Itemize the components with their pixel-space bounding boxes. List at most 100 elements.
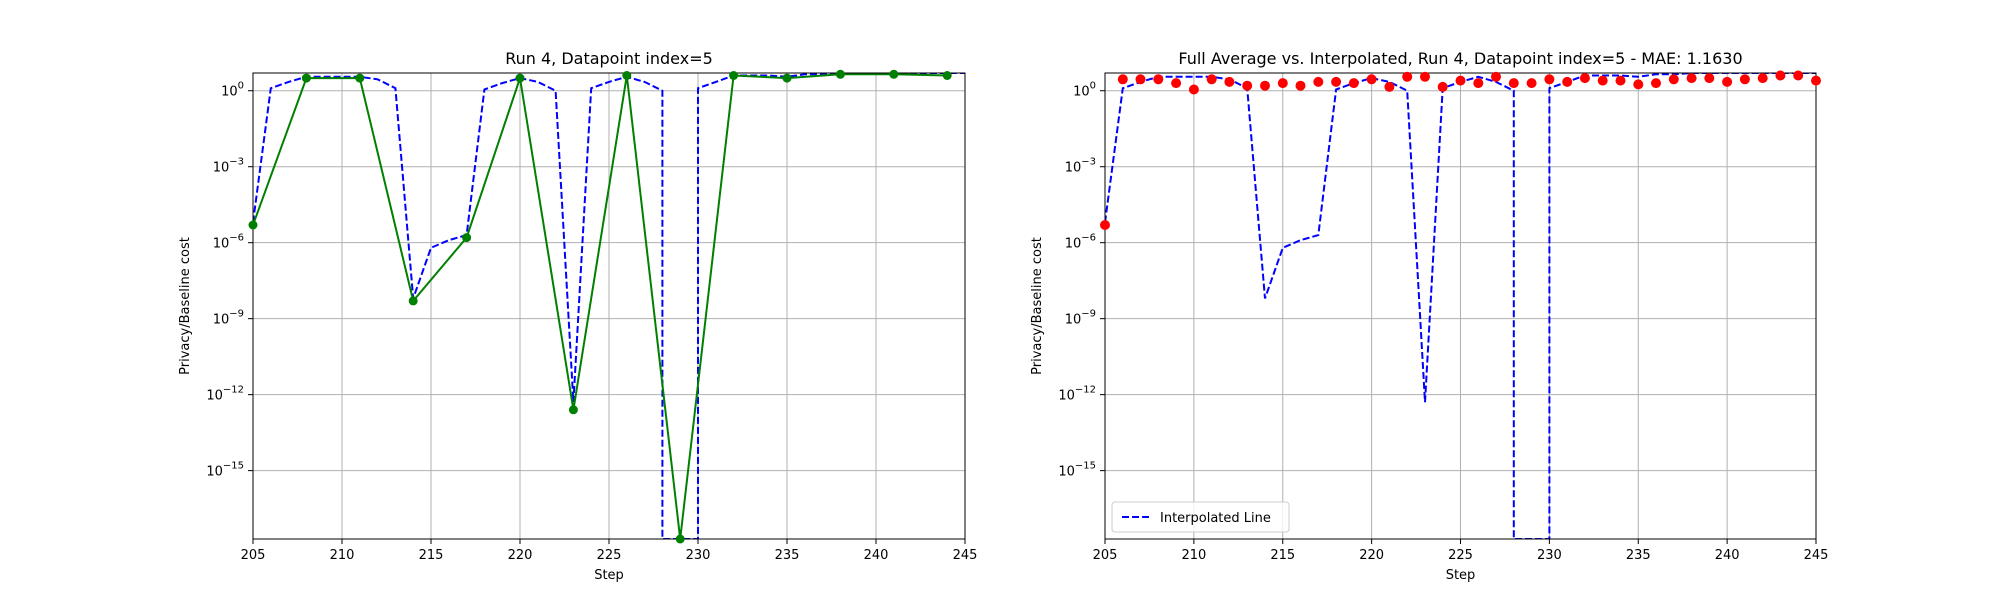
x-tick-label: 205 xyxy=(1093,548,1118,563)
data-point xyxy=(942,71,952,80)
data-point xyxy=(301,73,311,83)
data-point xyxy=(889,69,899,79)
data-point xyxy=(1348,78,1359,89)
y-axis-label: Privacy/Baseline cost xyxy=(1030,237,1045,375)
data-point xyxy=(1242,80,1253,91)
data-point xyxy=(1188,84,1199,95)
y-tick-label: 10−6 xyxy=(1065,233,1096,252)
chart-right: 205 210 215 220 225 230 235 240 245 100 10−3 10−6 1… xyxy=(1030,49,1828,583)
x-tick-label: 240 xyxy=(864,548,889,563)
x-tick-label: 220 xyxy=(508,548,533,563)
data-point xyxy=(1491,71,1501,82)
x-tick-label: 215 xyxy=(1270,548,1295,563)
y-tick-label: 10−6 xyxy=(213,233,244,252)
data-point xyxy=(1366,74,1377,85)
y-tick-label: 100 xyxy=(1073,81,1096,100)
data-point xyxy=(1295,80,1306,91)
y-tick-label: 10−12 xyxy=(206,385,244,404)
x-tick-label: 215 xyxy=(419,548,444,563)
data-point xyxy=(1597,75,1608,86)
data-point xyxy=(1704,73,1715,84)
x-tick-label: 220 xyxy=(1359,548,1384,563)
data-point xyxy=(1633,79,1644,90)
data-point xyxy=(1562,76,1573,87)
data-point xyxy=(462,233,472,243)
x-tick-label: 230 xyxy=(686,548,711,563)
data-point xyxy=(675,534,685,544)
data-point xyxy=(1135,74,1146,85)
grid xyxy=(1104,73,1817,539)
data-point xyxy=(1615,75,1626,86)
data-point xyxy=(1402,71,1413,82)
data-point xyxy=(568,405,578,415)
y-tick-label: 100 xyxy=(221,81,244,100)
x-ticks: 205 210 215 220 225 230 235 240 245 xyxy=(1093,539,1829,563)
x-tick-label: 235 xyxy=(1626,548,1651,563)
data-point xyxy=(1686,73,1697,84)
y-tick-label: 10−3 xyxy=(1065,157,1096,176)
x-ticks: 205 210 215 220 225 230 235 240 245 xyxy=(241,539,978,563)
data-point xyxy=(1153,74,1164,85)
data-point xyxy=(1793,70,1804,81)
x-tick-label: 230 xyxy=(1537,548,1562,563)
data-point xyxy=(1722,76,1733,87)
data-point xyxy=(1277,78,1288,89)
data-point xyxy=(1206,74,1217,85)
data-point xyxy=(1757,73,1768,84)
data-point xyxy=(248,220,258,230)
data-point xyxy=(1651,78,1661,89)
data-point xyxy=(1526,78,1537,89)
x-tick-label: 235 xyxy=(775,548,800,563)
data-point xyxy=(1224,76,1235,87)
grid xyxy=(252,73,966,539)
data-point xyxy=(782,73,792,83)
data-point xyxy=(1384,81,1395,92)
data-point xyxy=(1473,78,1484,89)
legend: Interpolated Line xyxy=(1111,501,1290,533)
data-point xyxy=(1313,76,1324,87)
data-point xyxy=(1775,70,1786,81)
data-point xyxy=(1420,71,1430,82)
data-point xyxy=(1260,80,1270,91)
data-point xyxy=(1508,78,1519,89)
y-ticks: 100 10−3 10−6 10−9 10−12 10−15 xyxy=(1058,81,1105,480)
y-tick-label: 10−3 xyxy=(213,157,244,176)
datapoint-line xyxy=(253,73,948,539)
x-tick-label: 225 xyxy=(1448,548,1473,563)
data-point xyxy=(835,69,845,79)
chart-title: Full Average vs. Interpolated, Run 4, Da… xyxy=(1178,49,1742,68)
data-point xyxy=(515,73,525,83)
x-tick-label: 245 xyxy=(953,548,978,563)
y-tick-label: 10−15 xyxy=(206,461,244,480)
x-tick-label: 240 xyxy=(1715,548,1740,563)
data-point xyxy=(1811,75,1821,86)
data-point xyxy=(1171,78,1182,89)
data-point xyxy=(1579,73,1590,84)
x-axis-label: Step xyxy=(594,568,624,583)
data-point xyxy=(1437,81,1448,92)
y-ticks: 100 10−3 10−6 10−9 10−12 10−15 xyxy=(206,81,253,480)
legend-box xyxy=(1111,501,1290,533)
x-tick-label: 245 xyxy=(1804,548,1829,563)
data-point xyxy=(1455,75,1466,86)
data-point xyxy=(622,71,632,80)
x-tick-label: 210 xyxy=(330,548,355,563)
x-tick-label: 225 xyxy=(597,548,622,563)
y-tick-label: 10−12 xyxy=(1058,385,1096,404)
data-point xyxy=(1331,76,1342,87)
chart-title: Run 4, Datapoint index=5 xyxy=(505,49,713,68)
data-point xyxy=(1668,74,1679,85)
data-point xyxy=(1544,74,1555,85)
data-point xyxy=(355,73,365,83)
data-point xyxy=(1739,74,1750,85)
data-point xyxy=(408,296,418,306)
x-axis-label: Step xyxy=(1446,568,1476,583)
legend-label: Interpolated Line xyxy=(1160,511,1271,526)
data-point xyxy=(1117,74,1128,85)
data-point xyxy=(1100,220,1110,230)
y-tick-label: 10−9 xyxy=(1065,309,1096,328)
x-tick-label: 205 xyxy=(241,548,266,563)
chart-left: 205 210 215 220 225 230 235 240 245 10010−310−61… xyxy=(178,49,977,583)
x-tick-label: 210 xyxy=(1181,548,1206,563)
y-tick-label: 10−9 xyxy=(213,309,244,328)
